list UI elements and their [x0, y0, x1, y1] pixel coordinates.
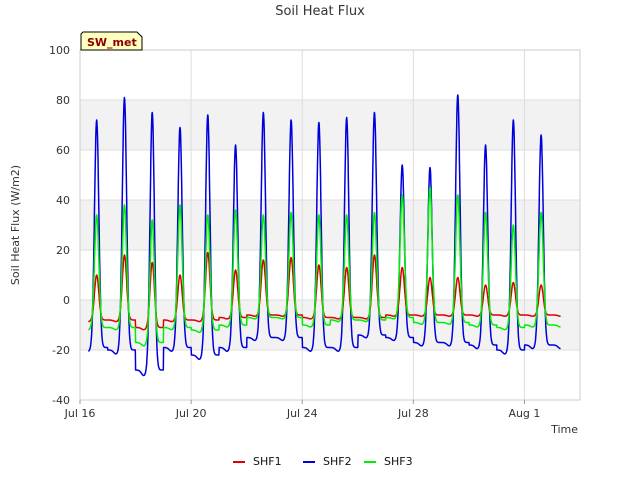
x-tick-label: Jul 24 — [286, 407, 318, 420]
y-axis-title: Soil Heat Flux (W/m2) — [9, 165, 22, 285]
x-tick-label: Jul 20 — [175, 407, 207, 420]
y-tick-label: 80 — [56, 94, 70, 107]
station-badge-shape — [80, 31, 143, 51]
series-line-shf3 — [87, 186, 562, 347]
background-band — [80, 200, 580, 250]
legend-label-shf2: SHF2 — [323, 455, 352, 468]
y-tick-label: 60 — [56, 144, 70, 157]
background-band — [80, 100, 580, 150]
x-tick-label: Jul 28 — [397, 407, 429, 420]
x-axis-title: Time — [550, 423, 578, 436]
plot-frame — [79, 49, 581, 401]
legend-label-shf1: SHF1 — [253, 455, 282, 468]
y-tick-label: 40 — [56, 194, 70, 207]
x-tick-label: Aug 1 — [508, 407, 540, 420]
chart-title: Soil Heat Flux — [275, 4, 365, 19]
y-tick-label: 20 — [56, 244, 70, 257]
y-tick-label: 0 — [63, 294, 70, 307]
station-badge: SW_met — [80, 31, 143, 51]
x-axis-ticks: Jul 16 Jul 20 Jul 24 Jul 28 Aug 1 — [64, 400, 540, 420]
series-lines — [87, 94, 562, 377]
y-tick-label: 100 — [49, 44, 70, 57]
station-badge-label: SW_met — [87, 36, 137, 49]
y-axis-ticks: -40 -20 0 20 40 60 80 100 — [49, 44, 70, 407]
x-tick-label: Jul 16 — [64, 407, 96, 420]
legend: SHF1 SHF2 SHF3 — [233, 455, 413, 468]
y-tick-label: -20 — [52, 344, 70, 357]
y-tick-label: -40 — [52, 394, 70, 407]
plot-background-bands — [80, 100, 580, 350]
legend-label-shf3: SHF3 — [384, 455, 413, 468]
